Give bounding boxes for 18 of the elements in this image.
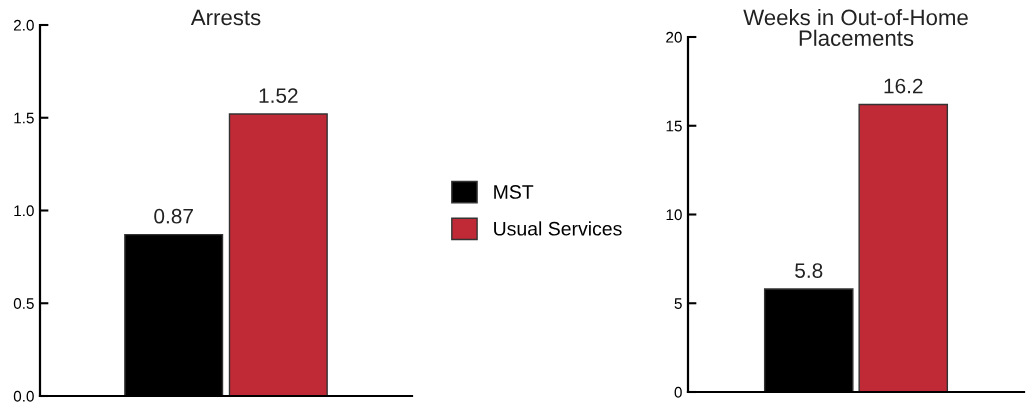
- y-tick-label: 2.0: [13, 19, 34, 31]
- legend-label: Usual Services: [494, 221, 622, 236]
- y-tick-label: 20: [666, 31, 682, 43]
- y-tick-label: 5: [674, 298, 682, 309]
- y-tick-label: 10: [666, 209, 682, 221]
- data-label: 16.2: [884, 78, 923, 94]
- chart-title: Arrests: [190, 9, 261, 26]
- legend-label: MST: [494, 185, 534, 199]
- chart-title: Weeks in Out-of-Home Placements: [743, 9, 968, 47]
- data-label: 0.87: [154, 208, 193, 224]
- y-tick-label: 1.0: [14, 205, 34, 217]
- y-tick-label: 0: [674, 386, 682, 398]
- y-tick-label: 15: [666, 120, 682, 132]
- y-tick-label: 1.5: [14, 112, 34, 124]
- y-tick-label: 0.5: [13, 298, 34, 309]
- data-label: 5.8: [795, 263, 823, 278]
- data-label: 1.52: [259, 88, 298, 103]
- y-tick-label: 0.0: [13, 390, 34, 402]
